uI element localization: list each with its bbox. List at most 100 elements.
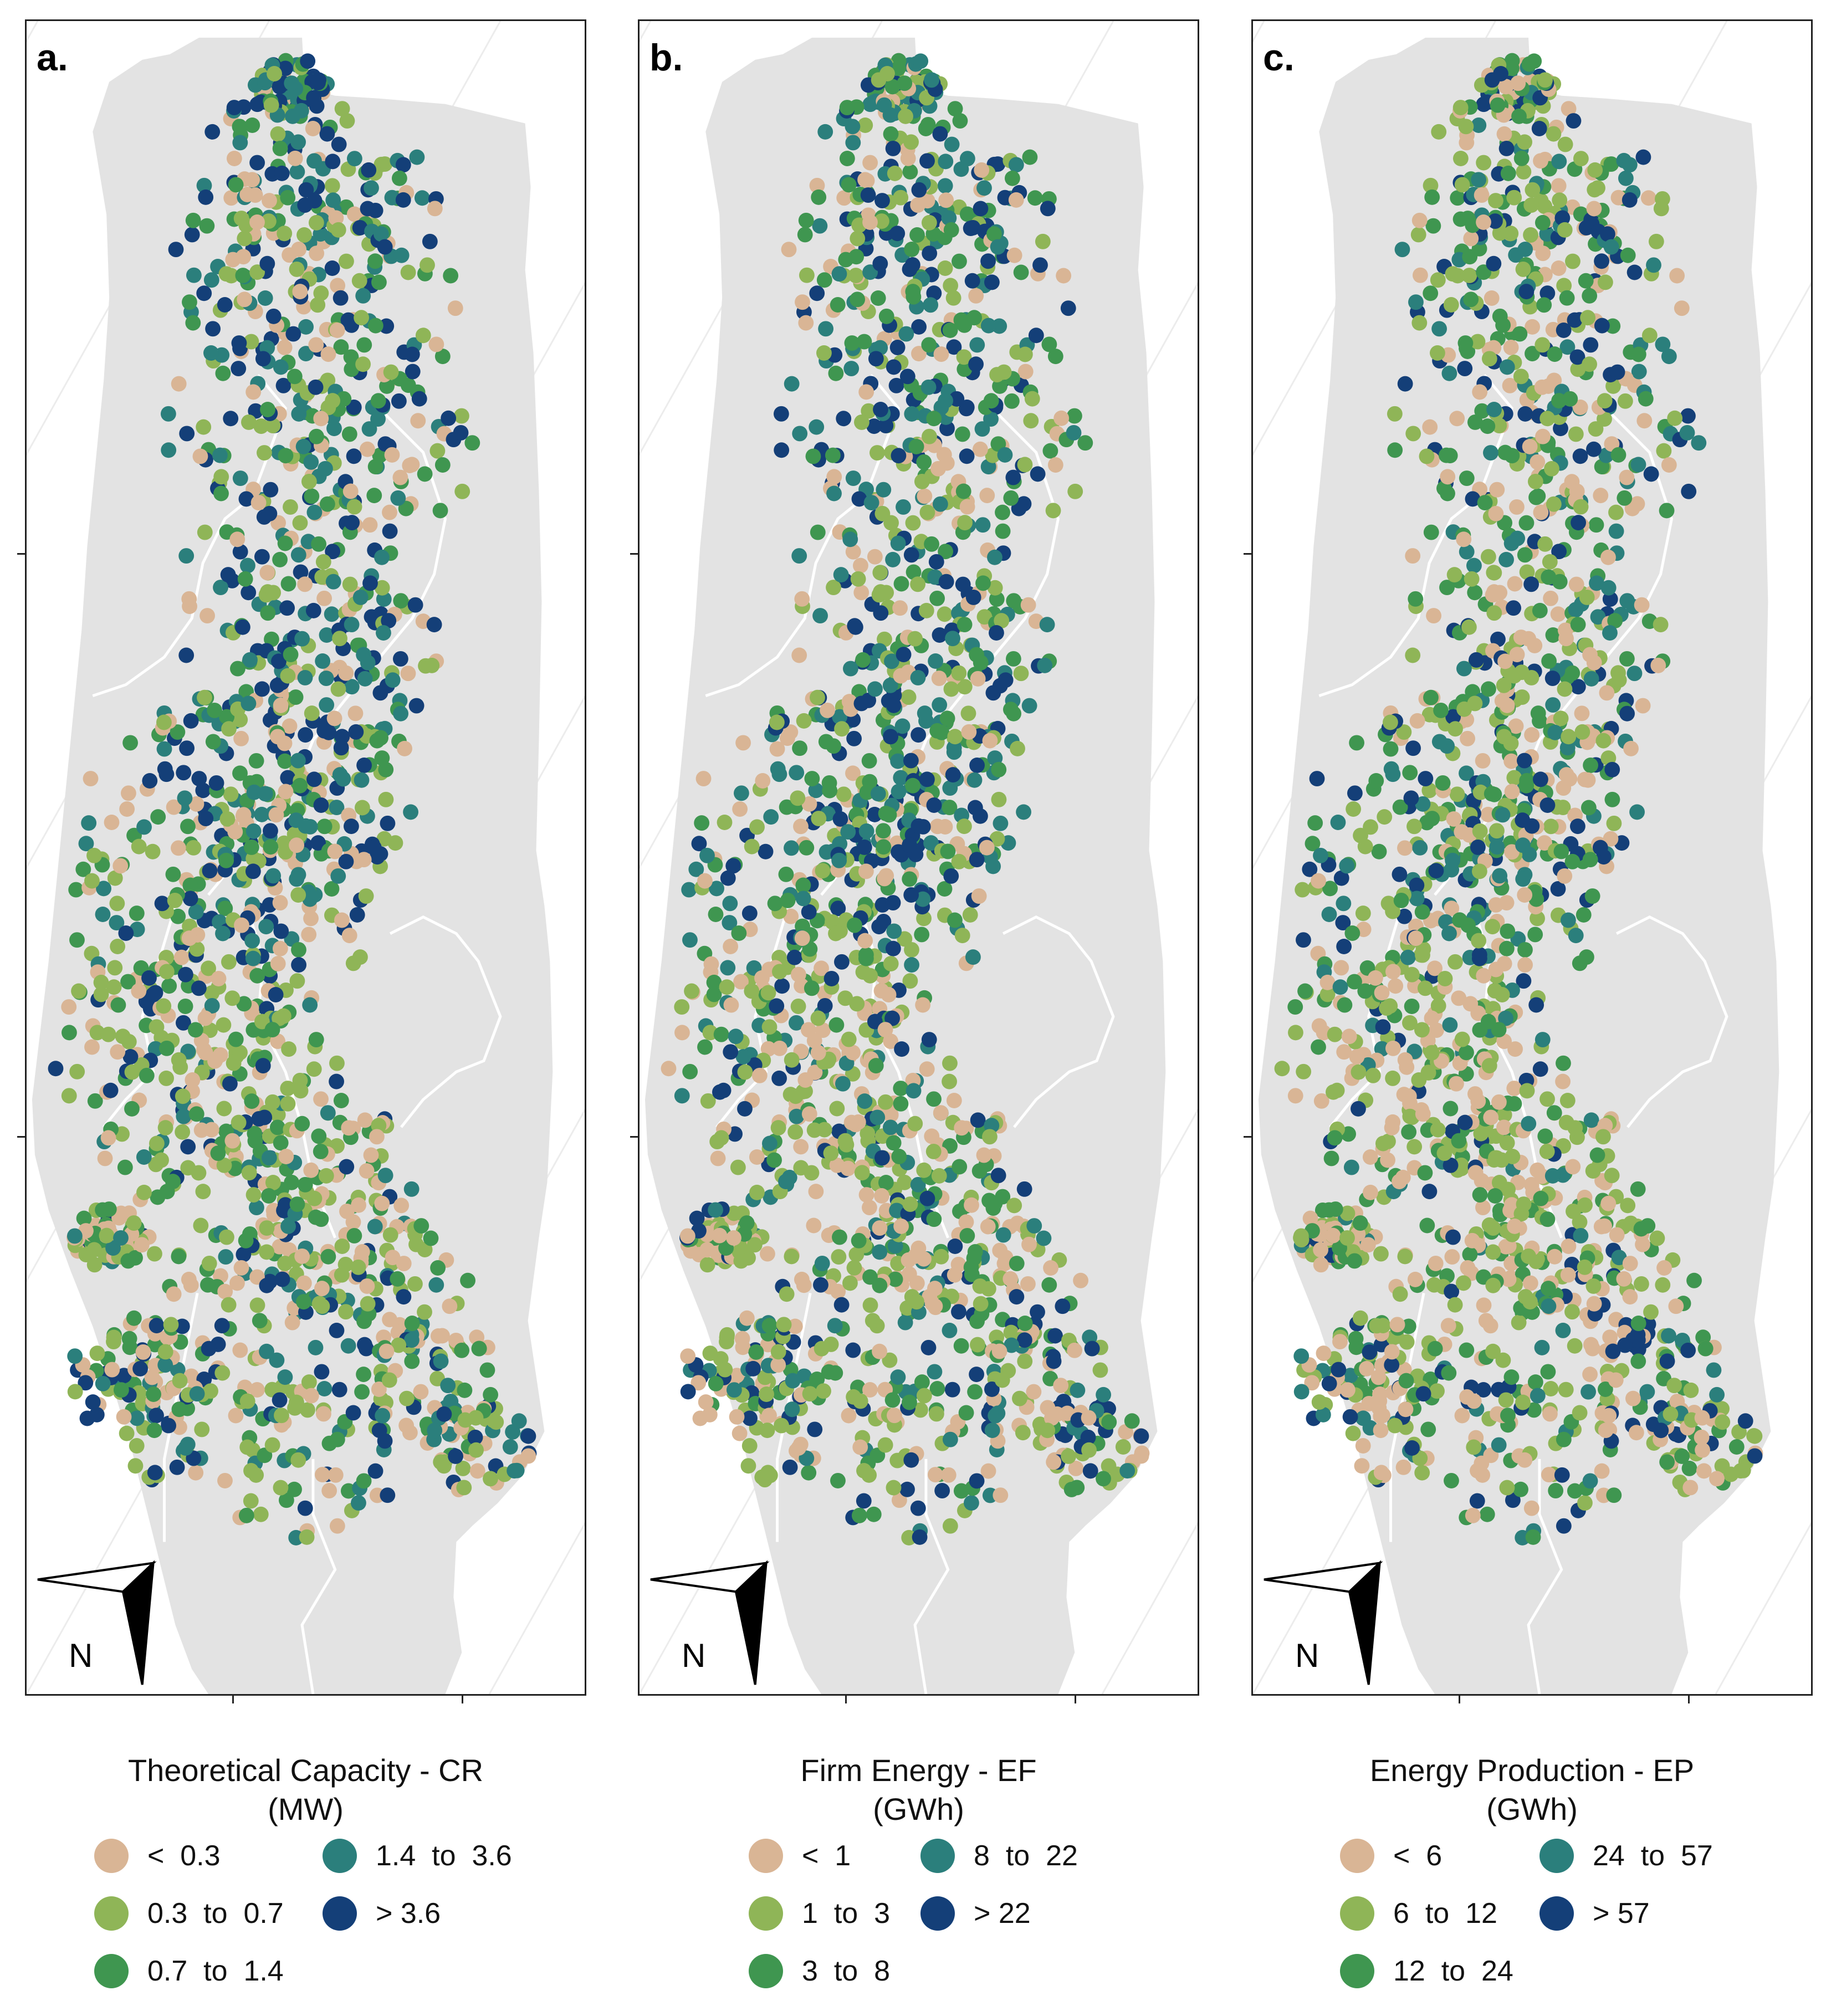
site-point	[914, 927, 929, 942]
site-point	[361, 162, 376, 178]
site-point	[374, 550, 390, 565]
site-point	[119, 801, 135, 817]
site-point	[122, 735, 138, 750]
site-point	[1533, 505, 1548, 520]
site-point	[116, 1409, 132, 1425]
site-point	[891, 448, 906, 463]
site-point	[126, 1215, 142, 1231]
site-point	[351, 1198, 366, 1213]
site-point	[1558, 1382, 1574, 1398]
panel-label: b.	[649, 39, 683, 76]
site-point	[960, 151, 975, 166]
site-point	[1413, 268, 1428, 283]
site-point	[1576, 907, 1592, 923]
site-point	[341, 1338, 356, 1354]
site-point	[868, 1058, 884, 1073]
site-point	[841, 1032, 857, 1047]
site-point	[818, 321, 833, 336]
site-point	[930, 818, 945, 834]
site-point	[674, 999, 689, 1015]
site-point	[714, 1130, 729, 1145]
site-point	[396, 157, 411, 172]
site-point	[1540, 1211, 1556, 1227]
site-point	[245, 384, 261, 400]
site-point	[1517, 134, 1532, 150]
site-point	[218, 853, 234, 868]
site-point	[1023, 413, 1039, 428]
site-point	[249, 155, 265, 171]
site-point	[443, 268, 458, 284]
site-point	[964, 1495, 979, 1511]
site-point	[258, 290, 273, 306]
site-point	[392, 470, 408, 485]
site-point	[708, 1376, 724, 1391]
site-point	[845, 1045, 861, 1060]
site-point	[893, 1081, 908, 1096]
site-point	[429, 443, 445, 459]
site-point	[232, 1343, 248, 1358]
site-point	[1026, 1384, 1041, 1400]
site-point	[457, 1383, 472, 1398]
site-point	[149, 1136, 165, 1152]
site-point	[350, 907, 365, 923]
site-point	[228, 1408, 244, 1424]
site-point	[883, 729, 898, 744]
site-point	[799, 213, 814, 228]
site-point	[265, 868, 281, 883]
site-point	[799, 268, 815, 283]
site-point	[352, 273, 367, 289]
site-point	[265, 1437, 280, 1453]
site-point	[1022, 698, 1037, 714]
site-point	[779, 1286, 795, 1302]
site-point	[113, 1230, 129, 1246]
site-point	[886, 1135, 902, 1150]
site-point	[973, 442, 988, 457]
site-point	[996, 365, 1012, 380]
site-point	[1288, 1025, 1303, 1040]
site-point	[359, 888, 374, 904]
site-point	[280, 1219, 296, 1234]
site-point	[947, 1239, 963, 1254]
site-point	[1606, 1487, 1622, 1503]
site-point	[827, 1365, 843, 1381]
site-point	[898, 1315, 913, 1331]
site-point	[238, 571, 253, 587]
site-point	[1503, 226, 1518, 241]
site-point	[95, 1202, 110, 1217]
site-point	[874, 506, 890, 521]
site-point	[278, 1149, 294, 1164]
site-point	[95, 1376, 111, 1391]
site-point	[988, 1408, 1003, 1424]
site-point	[1597, 393, 1613, 408]
site-point	[874, 1150, 890, 1165]
site-point	[290, 1196, 305, 1212]
site-point	[1435, 775, 1451, 791]
site-point	[987, 550, 1002, 565]
site-point	[413, 1384, 428, 1400]
site-point	[147, 1465, 163, 1480]
site-point	[735, 735, 751, 750]
site-point	[1476, 968, 1491, 984]
site-point	[1288, 1088, 1303, 1103]
site-point	[1585, 1163, 1601, 1179]
site-point	[215, 366, 231, 381]
site-point	[814, 1341, 830, 1357]
site-point	[760, 1465, 776, 1480]
site-point	[975, 575, 991, 591]
site-point	[844, 335, 860, 351]
site-point	[380, 816, 396, 831]
site-point	[1003, 490, 1019, 506]
site-point	[109, 896, 125, 911]
site-point	[405, 364, 421, 380]
site-point	[182, 878, 198, 893]
site-point	[891, 1369, 906, 1385]
site-point	[229, 531, 245, 547]
site-point	[207, 703, 222, 718]
site-point	[285, 109, 300, 124]
site-point	[106, 979, 122, 995]
site-point	[873, 605, 888, 621]
site-point	[904, 406, 919, 422]
site-point	[959, 1405, 974, 1421]
site-point	[259, 1278, 274, 1293]
